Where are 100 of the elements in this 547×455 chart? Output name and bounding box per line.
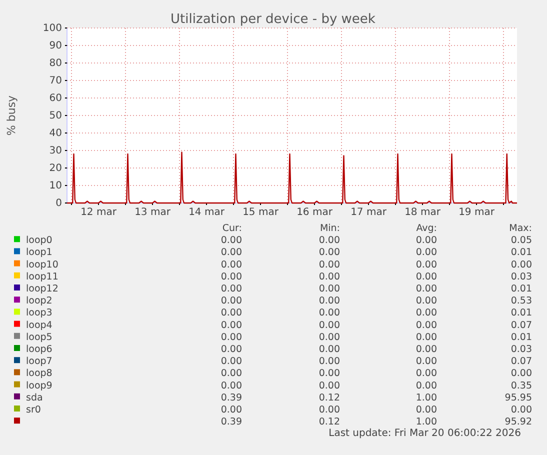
y-tick-label: 90 xyxy=(49,40,62,52)
text: 0.00 xyxy=(220,368,242,380)
legend-label: sda xyxy=(26,392,43,404)
text: Max: xyxy=(509,223,532,234)
text: 0.05 xyxy=(510,235,532,246)
x-tick-label: 16 mar xyxy=(296,207,334,218)
text: 0.00 xyxy=(220,296,242,307)
x-tick-label: 14 mar xyxy=(188,207,226,218)
legend-label: loop9 xyxy=(26,380,52,392)
text: Last update: Fri Mar 20 06:00:22 2026 xyxy=(328,428,521,439)
text: 0.00 xyxy=(318,356,340,368)
text: 0.39 xyxy=(220,392,242,404)
text: 0.01 xyxy=(510,332,532,343)
text: 0.00 xyxy=(318,235,340,246)
text: 0.00 xyxy=(318,332,340,343)
legend-label: loop2 xyxy=(26,296,52,307)
y-tick-label: 30 xyxy=(49,146,62,157)
y-tick-label: 50 xyxy=(49,110,62,122)
text: 0.00 xyxy=(318,247,340,258)
text: 0.00 xyxy=(416,404,437,416)
text: 0.00 xyxy=(220,356,242,368)
text: 0.00 xyxy=(416,247,437,258)
text: 0.00 xyxy=(510,368,532,380)
legend-label: loop5 xyxy=(26,332,52,343)
text: 0.00 xyxy=(318,296,340,307)
x-tick-label: 12 mar xyxy=(80,207,118,218)
text: 0.01 xyxy=(510,308,532,319)
text: 0.01 xyxy=(510,247,532,258)
text: 0.00 xyxy=(318,404,340,416)
text: 0.00 xyxy=(318,320,340,331)
text: 1.00 xyxy=(416,416,437,428)
text: 0.00 xyxy=(220,380,242,392)
x-tick-label: 17 mar xyxy=(350,207,388,218)
text: 0.00 xyxy=(416,284,437,294)
text: 0.00 xyxy=(318,368,340,380)
text: 0.00 xyxy=(416,368,437,380)
legend-label: loop6 xyxy=(26,344,52,355)
text: 95.95 xyxy=(504,392,532,404)
text: 0.00 xyxy=(416,344,437,355)
text: 0.00 xyxy=(416,259,437,270)
text: 0.00 xyxy=(220,344,242,355)
text: 0.00 xyxy=(318,308,340,319)
text: 0.03 xyxy=(510,344,532,355)
text: 0.00 xyxy=(220,235,242,246)
text: 0.00 xyxy=(220,284,242,294)
x-tick-label: 19 mar xyxy=(458,207,496,218)
text: 0.00 xyxy=(318,284,340,294)
y-axis-title: % busy xyxy=(5,94,18,136)
legend-label: loop7 xyxy=(26,356,52,368)
text: 0.00 xyxy=(220,332,242,343)
text: 0.39 xyxy=(220,416,242,428)
legend-label: loop1 xyxy=(26,247,52,258)
text: 0.00 xyxy=(416,308,437,319)
x-tick-label: 13 mar xyxy=(134,207,172,218)
text: 0.00 xyxy=(416,235,437,246)
text: 0.00 xyxy=(318,271,340,282)
text: 0.00 xyxy=(416,332,437,343)
legend-label: loop3 xyxy=(26,308,52,319)
text: 0.00 xyxy=(220,320,242,331)
text: 0.00 xyxy=(220,308,242,319)
text: 0.00 xyxy=(416,380,437,392)
text: 0.00 xyxy=(510,259,532,270)
text: 0.00 xyxy=(318,259,340,270)
text: 0.00 xyxy=(416,296,437,307)
text: 0.12 xyxy=(318,392,340,404)
text: 0.07 xyxy=(510,320,532,331)
text: 0.00 xyxy=(318,380,340,392)
x-tick-label: 15 mar xyxy=(242,207,280,218)
text: 0.00 xyxy=(220,247,242,258)
text: 0.00 xyxy=(220,271,242,282)
y-tick-label: 80 xyxy=(49,58,62,70)
text: 0.00 xyxy=(416,356,437,368)
chart-title: Utilization per device - by week xyxy=(170,12,376,27)
text: 0.00 xyxy=(318,344,340,355)
y-tick-label: 40 xyxy=(49,128,62,140)
text: 0.00 xyxy=(220,259,242,270)
text: 0.12 xyxy=(318,416,340,428)
text: 0.07 xyxy=(510,356,532,368)
legend-label: loop4 xyxy=(26,320,52,331)
y-tick-label: 20 xyxy=(49,163,62,174)
text: 0.00 xyxy=(416,320,437,331)
text: 0.53 xyxy=(510,296,532,307)
y-tick-label: 60 xyxy=(49,93,62,104)
x-tick-label: 18 mar xyxy=(404,207,442,218)
text: Avg: xyxy=(416,223,437,234)
text: 0.35 xyxy=(510,380,532,392)
y-tick-label: 70 xyxy=(49,76,62,87)
y-tick-label: 0 xyxy=(56,198,62,210)
legend-label: loop0 xyxy=(26,235,52,246)
text: Cur: xyxy=(222,223,242,234)
text: 1.00 xyxy=(416,392,437,404)
text: 0.00 xyxy=(510,404,532,416)
legend-label: loop8 xyxy=(26,368,52,380)
text: 0.01 xyxy=(510,284,532,294)
text: 0.00 xyxy=(220,404,242,416)
legend-label: sr0 xyxy=(26,404,41,416)
text: 0.00 xyxy=(416,271,437,282)
y-tick-label: 10 xyxy=(49,180,62,192)
legend-label: loop11 xyxy=(26,271,58,282)
legend-label: loop10 xyxy=(26,259,58,270)
